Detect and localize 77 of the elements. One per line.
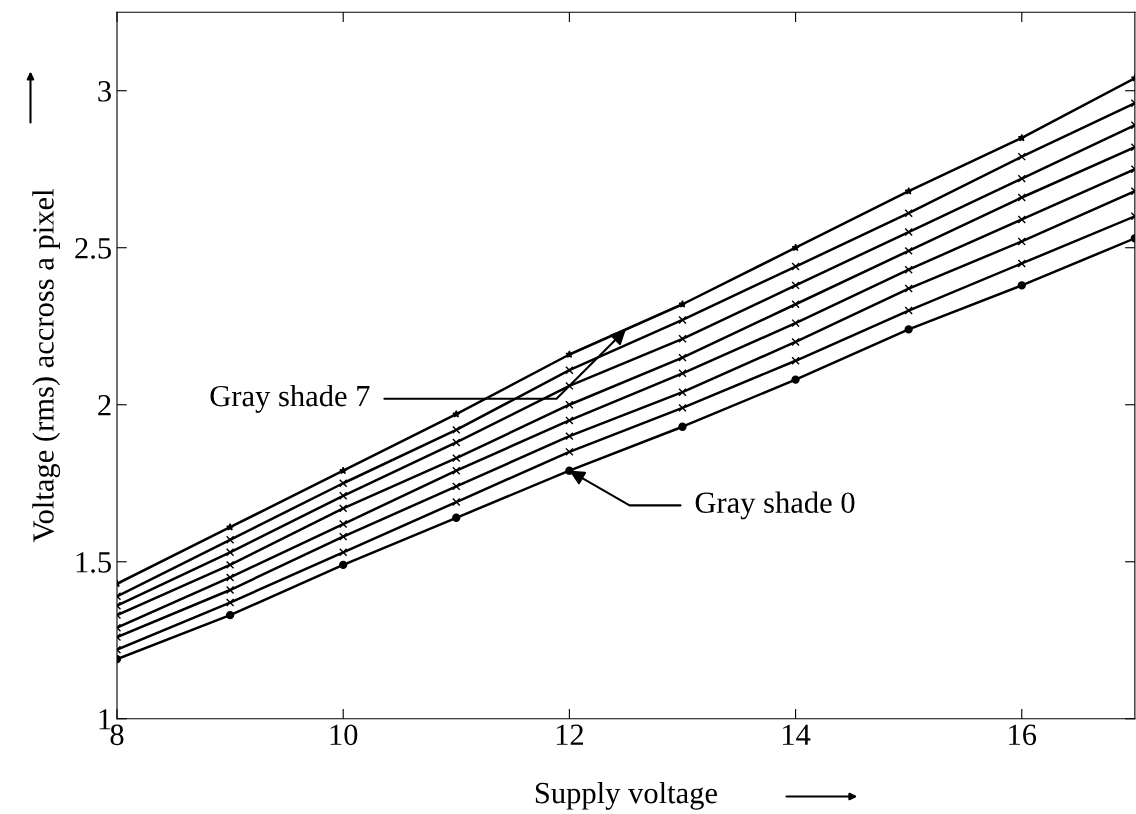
point — [791, 356, 800, 365]
point — [791, 281, 800, 290]
point — [1017, 215, 1026, 224]
point — [1017, 237, 1026, 246]
point — [678, 300, 687, 308]
point — [565, 400, 574, 409]
point — [225, 610, 235, 620]
x-tick-label: 12 — [556, 724, 583, 745]
x-tick-label: 10 — [330, 724, 358, 746]
point — [565, 431, 574, 441]
point — [452, 466, 461, 475]
annotation: Gray shade 0 — [695, 491, 855, 520]
point — [565, 350, 574, 358]
y-tick-label: 2 — [98, 395, 111, 416]
point — [791, 318, 800, 328]
y-tick-label: 2.5 — [75, 238, 111, 259]
y-tick-label: 1.5 — [76, 552, 111, 573]
point — [904, 209, 913, 218]
point — [678, 334, 687, 343]
point — [678, 369, 687, 378]
point — [1017, 193, 1026, 202]
point — [1017, 133, 1026, 142]
annotation: Gray shade 7 — [210, 384, 370, 413]
point — [339, 548, 348, 557]
point — [904, 306, 913, 315]
point — [904, 265, 913, 274]
x-tick-label: 16 — [1009, 724, 1037, 746]
point — [565, 381, 574, 391]
point — [452, 438, 461, 447]
point — [678, 403, 687, 413]
point — [452, 497, 461, 507]
x-tick-label: 8 — [110, 724, 124, 746]
point — [678, 422, 687, 431]
y-axis-title: Voltage (rms) accross a pixel — [32, 189, 61, 543]
point — [1017, 152, 1026, 161]
point — [791, 337, 800, 347]
point — [339, 519, 348, 529]
x-axis-title: Supply voltage — [535, 781, 717, 810]
point — [226, 523, 235, 531]
y-tick-label: 3 — [98, 81, 111, 102]
point — [904, 325, 913, 334]
point — [678, 353, 687, 362]
point — [225, 598, 235, 607]
point — [678, 388, 687, 397]
point — [225, 585, 235, 595]
point — [339, 504, 348, 513]
point — [904, 246, 913, 256]
point — [452, 425, 461, 435]
point — [565, 366, 574, 375]
point — [565, 416, 574, 425]
point — [791, 375, 800, 384]
point — [791, 262, 800, 271]
point — [339, 532, 348, 541]
point — [339, 466, 348, 475]
point — [339, 491, 348, 500]
point — [904, 284, 913, 293]
x-tick-label: 14 — [782, 724, 811, 745]
point — [1017, 281, 1026, 290]
point — [452, 409, 461, 418]
point — [791, 300, 800, 309]
point — [225, 573, 235, 582]
point — [565, 447, 574, 457]
point — [225, 560, 235, 570]
point — [339, 479, 348, 488]
point — [452, 513, 461, 522]
point — [1017, 259, 1026, 268]
point — [452, 453, 461, 463]
point — [904, 187, 913, 195]
point — [1017, 174, 1026, 183]
point — [678, 315, 687, 325]
point — [225, 548, 235, 557]
point — [791, 243, 800, 252]
point — [339, 560, 348, 570]
y-tick-label: 1 — [99, 709, 111, 730]
point — [904, 227, 913, 237]
point — [452, 482, 461, 491]
point — [225, 535, 235, 544]
